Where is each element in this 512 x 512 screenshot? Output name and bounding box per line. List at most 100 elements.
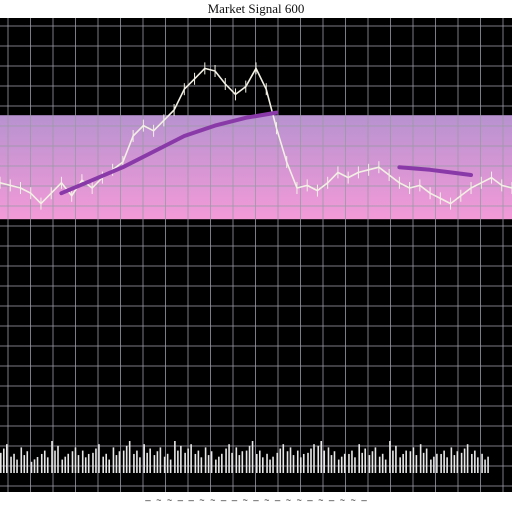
volume-bar (102, 456, 104, 473)
volume-bar (163, 456, 166, 473)
volume-bar (122, 450, 125, 473)
volume-bar (51, 441, 53, 473)
volume-bar (190, 444, 192, 473)
volume-bar (177, 450, 179, 473)
volume-bar (364, 448, 366, 473)
volume-bar (149, 448, 151, 473)
volume-bar (36, 457, 39, 473)
volume-bars (0, 441, 489, 473)
moving-average-line (59, 110, 473, 196)
volume-bar (61, 459, 64, 473)
volume-bar (313, 444, 315, 473)
volume-bar (64, 456, 67, 473)
volume-bar (481, 453, 483, 473)
volume-bar (77, 455, 80, 473)
volume-bar (159, 447, 162, 473)
volume-bar (317, 445, 320, 473)
volume-bar (302, 453, 305, 473)
volume-bar (200, 457, 203, 473)
volume-bar (378, 456, 381, 473)
volume-bar (40, 453, 43, 473)
volume-bar (194, 453, 197, 473)
volume-bar (146, 452, 148, 473)
volume-bar (474, 450, 476, 473)
volume-bar (327, 447, 330, 473)
volume-bar (139, 457, 141, 473)
volume-bar (310, 448, 312, 473)
volume-bar (276, 452, 279, 473)
volume-bar (225, 448, 227, 473)
volume-bar (10, 456, 12, 473)
volume-bar (231, 452, 233, 473)
volume-bar (343, 453, 346, 473)
volume-bar (128, 441, 131, 473)
volume-bar (286, 451, 289, 473)
volume-bar (323, 450, 326, 473)
volume-bar (57, 445, 59, 473)
volume-bar (84, 457, 87, 473)
volume-bar (46, 457, 49, 473)
volume-bar (395, 445, 397, 473)
volume-bar (184, 452, 186, 473)
volume-bar (471, 453, 473, 473)
volume-bar (245, 450, 248, 473)
volume-bar (204, 447, 207, 473)
chart-title: Market Signal 600 (0, 0, 512, 20)
volume-bar (266, 453, 268, 473)
volume-bar (87, 453, 90, 473)
volume-bar (238, 455, 241, 473)
volume-bar (108, 459, 110, 473)
volume-bar (361, 452, 363, 473)
volume-bar (443, 450, 445, 473)
volume-bar (348, 453, 350, 473)
volume-bar (43, 450, 46, 473)
volume-bar (16, 459, 18, 473)
volume-bar (26, 451, 29, 473)
volume-bar (166, 453, 169, 473)
volume-bar (235, 447, 238, 473)
volume-bar (174, 441, 176, 473)
volume-bar (98, 444, 100, 473)
volume-bar (463, 448, 466, 473)
volume-bar (136, 450, 138, 473)
volume-bar (71, 451, 74, 473)
volume-bar (221, 453, 223, 473)
volume-bar (368, 455, 371, 473)
volume-bar (269, 459, 271, 473)
volume-bar (402, 453, 404, 473)
volume-bar (292, 455, 295, 473)
volume-bar (156, 451, 159, 473)
volume-bar (279, 448, 282, 473)
volume-bar (381, 453, 384, 473)
volume-bar (487, 456, 489, 473)
volume-bar (389, 441, 391, 473)
volume-bar (333, 451, 336, 473)
volume-bar (384, 459, 387, 473)
volume-bar (95, 448, 97, 473)
volume-bar (169, 459, 172, 473)
volume-bar (453, 455, 456, 473)
volume-bar (180, 445, 182, 473)
volume-bar (422, 452, 425, 473)
volume-bar (33, 459, 36, 473)
volume-bar (340, 456, 343, 473)
volume-bar (54, 450, 56, 473)
volume-bar (115, 455, 118, 473)
volume-bar (477, 457, 479, 473)
volume-bar (299, 457, 302, 473)
volume-bar (484, 459, 486, 473)
volume-bar (450, 447, 453, 473)
volume-bar (296, 450, 299, 473)
volume-bar (351, 450, 353, 473)
volume-bar (409, 451, 412, 473)
volume-bar (320, 441, 323, 473)
volume-bar (374, 447, 377, 473)
volume-bar (30, 461, 33, 473)
volume-bar (358, 444, 360, 473)
volume-bar (218, 456, 220, 473)
volume-bar (241, 451, 244, 473)
volume-bar (20, 447, 23, 473)
series-lines (0, 62, 512, 210)
volume-bar (105, 453, 107, 473)
